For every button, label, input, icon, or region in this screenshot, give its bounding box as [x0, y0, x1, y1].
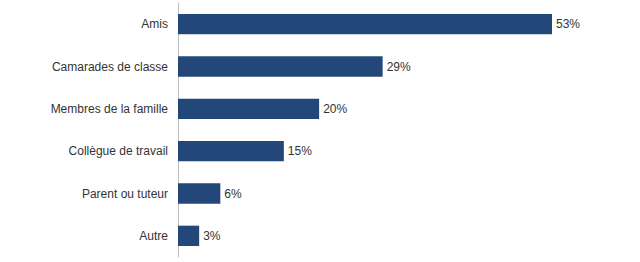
svg-text:20%: 20% [323, 102, 347, 116]
svg-text:53%: 53% [556, 17, 580, 31]
svg-text:15%: 15% [288, 144, 312, 158]
svg-text:3%: 3% [203, 229, 221, 243]
svg-text:Camarades de classe: Camarades de classe [52, 60, 168, 74]
svg-text:Parent ou tuteur: Parent ou tuteur [82, 187, 168, 201]
svg-text:Membres de la famille: Membres de la famille [51, 102, 169, 116]
svg-text:29%: 29% [387, 60, 411, 74]
svg-text:Amis: Amis [141, 17, 168, 31]
svg-text:Collègue de travail: Collègue de travail [69, 144, 168, 158]
svg-text:Autre: Autre [139, 229, 168, 243]
svg-text:6%: 6% [224, 187, 242, 201]
